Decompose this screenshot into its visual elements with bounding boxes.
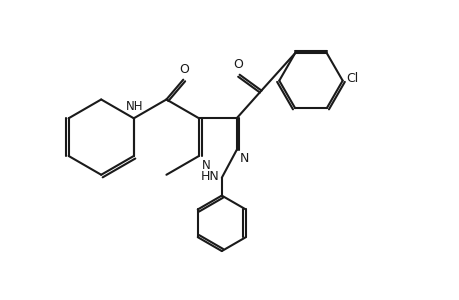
Text: O: O xyxy=(233,58,243,71)
Text: O: O xyxy=(179,63,189,76)
Text: HN: HN xyxy=(201,170,219,183)
Text: N: N xyxy=(202,159,210,172)
Text: NH: NH xyxy=(126,100,143,113)
Text: N: N xyxy=(239,152,248,165)
Text: Cl: Cl xyxy=(346,72,358,85)
